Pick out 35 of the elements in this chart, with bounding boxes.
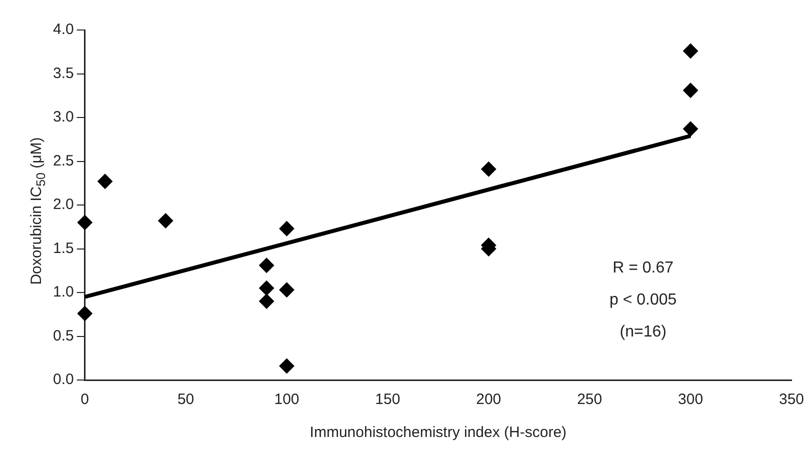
point [98, 174, 113, 189]
point [279, 358, 294, 374]
point [683, 44, 698, 58]
x-tick-label: 250 [577, 391, 602, 408]
annotation: R = 0.67 [612, 259, 674, 276]
y-tick-label: 4.0 [52, 21, 74, 38]
x-tick-label: 50 [177, 391, 194, 408]
x-tick-label: 100 [274, 391, 300, 408]
y-tick-label: 3.5 [52, 64, 74, 82]
x-tick-label: 150 [375, 391, 400, 408]
y-tick-label: 0.0 [52, 371, 74, 388]
point [683, 121, 698, 136]
x-axis-title: Immunohistochemistry index (H-score) [310, 424, 567, 442]
y-tick-label: 3.0 [52, 108, 74, 126]
x-tick-label: 200 [476, 391, 502, 408]
y-tick-label: 1.5 [52, 240, 74, 257]
point [279, 282, 294, 298]
annotation: (n=16) [620, 323, 666, 340]
point [481, 162, 496, 177]
y-tick-label: 1.0 [52, 284, 74, 301]
point [259, 258, 274, 273]
point [77, 215, 92, 230]
point [259, 280, 274, 296]
point [279, 221, 294, 236]
y-tick-label: 0.5 [52, 327, 74, 344]
point [259, 294, 274, 309]
x-tick-label: 350 [778, 391, 804, 408]
y-tick-label: 2.0 [52, 196, 74, 214]
point [683, 82, 698, 98]
point [158, 213, 174, 228]
y-tick-label: 2.5 [52, 152, 74, 170]
x-tick-label: 0 [80, 391, 90, 408]
x-tick-label: 300 [678, 391, 704, 408]
point [77, 306, 92, 321]
annotation: p < 0.005 [610, 291, 677, 308]
